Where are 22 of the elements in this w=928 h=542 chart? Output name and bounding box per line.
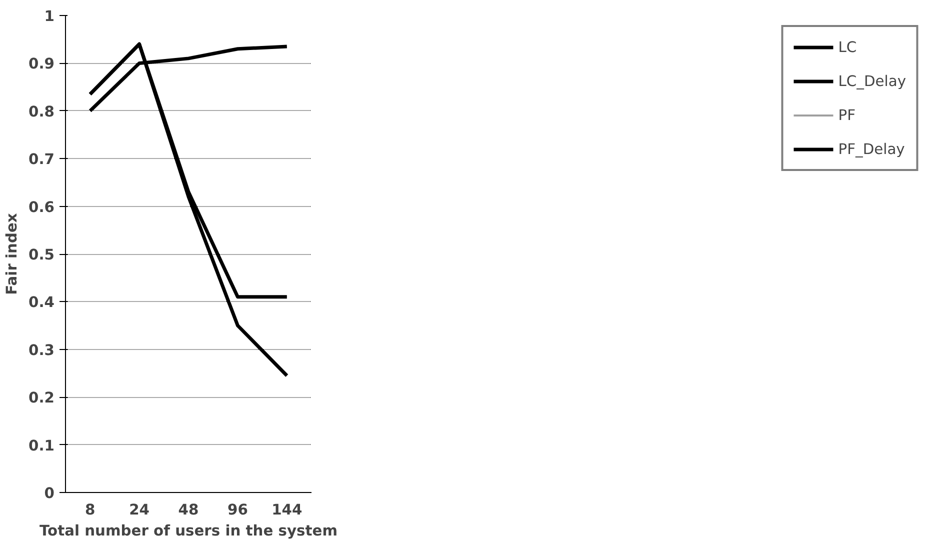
- legend-label: PF_Delay: [838, 140, 905, 158]
- legend-label: PF: [838, 106, 857, 124]
- y-tick-label: 0.8: [28, 103, 55, 120]
- y-tick-label: 1: [44, 8, 55, 25]
- x-tick-label: 96: [228, 502, 248, 518]
- y-tick-label: 0.4: [28, 294, 55, 312]
- legend-label: LC_Delay: [838, 72, 906, 90]
- x-axis-title: Total number of users in the system: [39, 522, 338, 540]
- y-axis-title: Fair index: [4, 212, 21, 295]
- x-tick-label: 48: [178, 502, 199, 518]
- legend-label: LC: [838, 38, 858, 56]
- x-tick-label: 144: [272, 502, 302, 518]
- y-tick-label: 0.2: [28, 390, 55, 407]
- y-tick-label: 0.1: [28, 437, 55, 454]
- y-tick-label: 0.9: [28, 56, 55, 73]
- y-tick-label: 0: [44, 485, 55, 502]
- y-tick-label: 0.6: [28, 198, 55, 216]
- y-tick-label: 0.5: [28, 246, 55, 264]
- x-tick-label: 8: [85, 502, 96, 518]
- y-tick-label: 0.3: [28, 342, 55, 359]
- y-tick-label: 0.7: [28, 151, 55, 168]
- x-tick-label: 24: [129, 502, 150, 518]
